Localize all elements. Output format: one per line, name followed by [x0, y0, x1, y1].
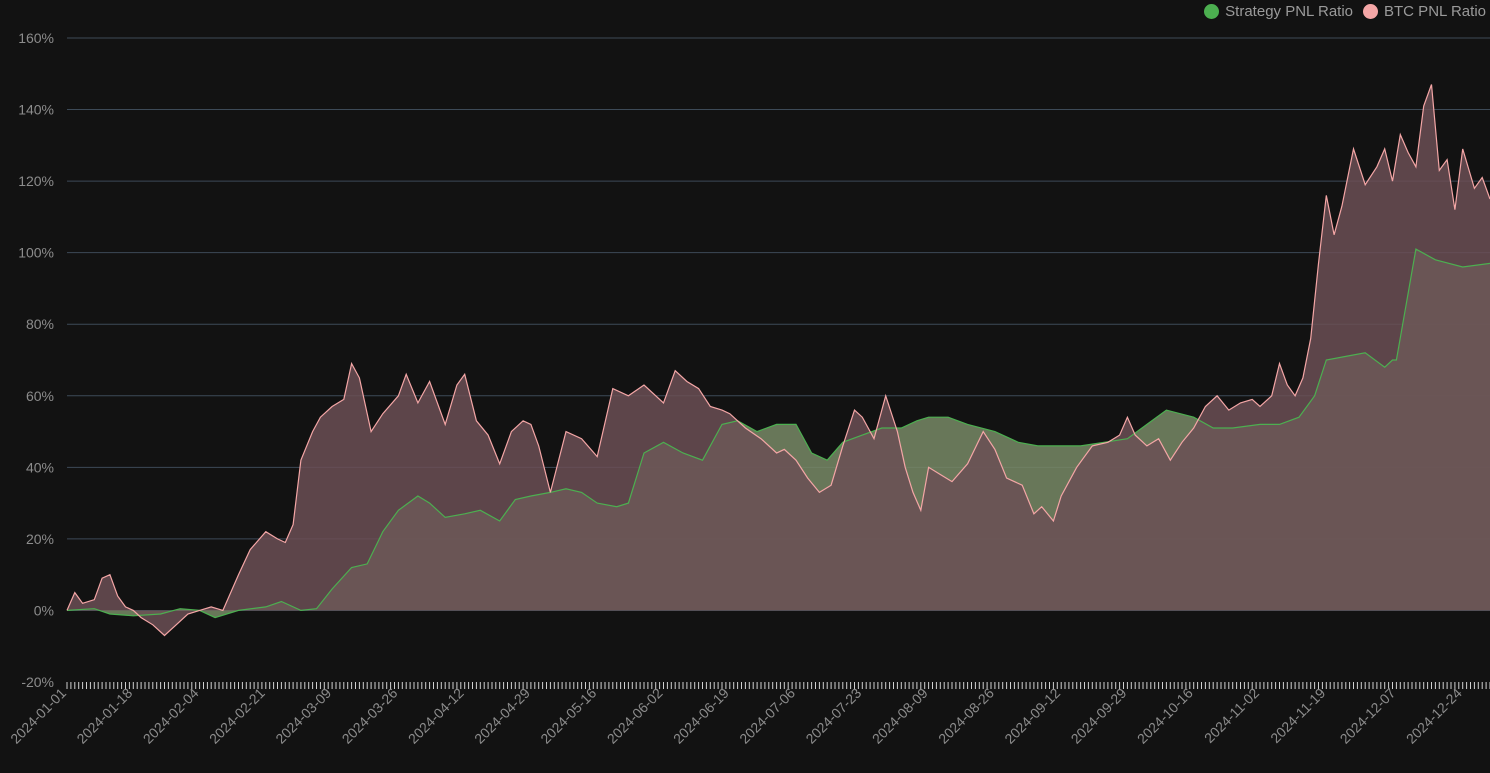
x-tick-label: 2024-01-01	[7, 685, 69, 747]
y-tick-label: 0%	[34, 602, 54, 618]
x-tick-label: 2024-11-19	[1267, 685, 1328, 746]
x-tick-label: 2024-03-26	[339, 685, 401, 747]
line-btc	[66, 84, 1490, 637]
legend-swatch-strategy	[1204, 3, 1220, 19]
legend-label-strategy: Strategy PNL Ratio	[1225, 2, 1354, 20]
x-axis-labels: 2024-01-01 2024-01-18 2024-02-04 2024-02-21…	[7, 685, 1465, 747]
x-tick-label: 2024-12-24	[1403, 685, 1465, 747]
x-tick-label: 2024-01-18	[73, 685, 135, 747]
x-tick-label: 2024-03-09	[272, 685, 334, 747]
x-tick-label: 2024-04-12	[405, 685, 467, 747]
x-tick-label: 2024-10-16	[1134, 685, 1196, 747]
y-tick-label: 60%	[26, 388, 54, 404]
legend-label-btc: BTC PNL Ratio	[1384, 2, 1486, 20]
x-tick-label: 2024-11-02	[1201, 685, 1262, 746]
y-tick-label: 20%	[26, 531, 54, 547]
legend-swatch-btc	[1363, 3, 1379, 19]
x-tick-label: 2024-07-06	[736, 685, 798, 747]
y-tick-label: 100%	[18, 245, 54, 261]
y-tick-label: 40%	[26, 459, 54, 475]
x-tick-label: 2024-08-09	[869, 685, 931, 747]
area-btc	[67, 84, 1490, 636]
x-tick-label: 2024-07-23	[802, 685, 864, 747]
y-tick-label: 140%	[18, 102, 54, 118]
x-tick-label: 2024-09-12	[1001, 685, 1063, 747]
x-tick-label: 2024-08-26	[935, 685, 997, 747]
x-tick-label: 2024-04-29	[471, 685, 533, 747]
series-group	[66, 84, 1490, 637]
x-tick-label: 2024-05-16	[537, 685, 599, 747]
legend-item-btc[interactable]: BTC PNL Ratio	[1363, 3, 1486, 20]
x-axis-ticks	[66, 682, 1490, 689]
x-tick-label: 2024-06-02	[604, 685, 666, 747]
x-tick-label: 2024-02-21	[206, 685, 268, 747]
x-tick-label: 2024-02-04	[140, 685, 202, 747]
x-tick-label: 2024-12-07	[1337, 685, 1399, 747]
legend-item-strategy[interactable]: Strategy PNL Ratio	[1204, 3, 1353, 20]
legend: Strategy PNL Ratio BTC PNL Ratio	[1204, 0, 1486, 22]
y-axis-labels: -20% 0% 20% 40% 60% 80% 100% 120% 140% 160%	[18, 30, 54, 690]
y-tick-label: -20%	[21, 674, 54, 690]
y-tick-label: 80%	[26, 316, 54, 332]
x-tick-label: 2024-09-29	[1068, 685, 1130, 747]
y-tick-label: 120%	[18, 173, 54, 189]
line-strategy	[66, 248, 1490, 619]
y-tick-label: 160%	[18, 30, 54, 46]
x-tick-label: 2024-06-19	[670, 685, 732, 747]
